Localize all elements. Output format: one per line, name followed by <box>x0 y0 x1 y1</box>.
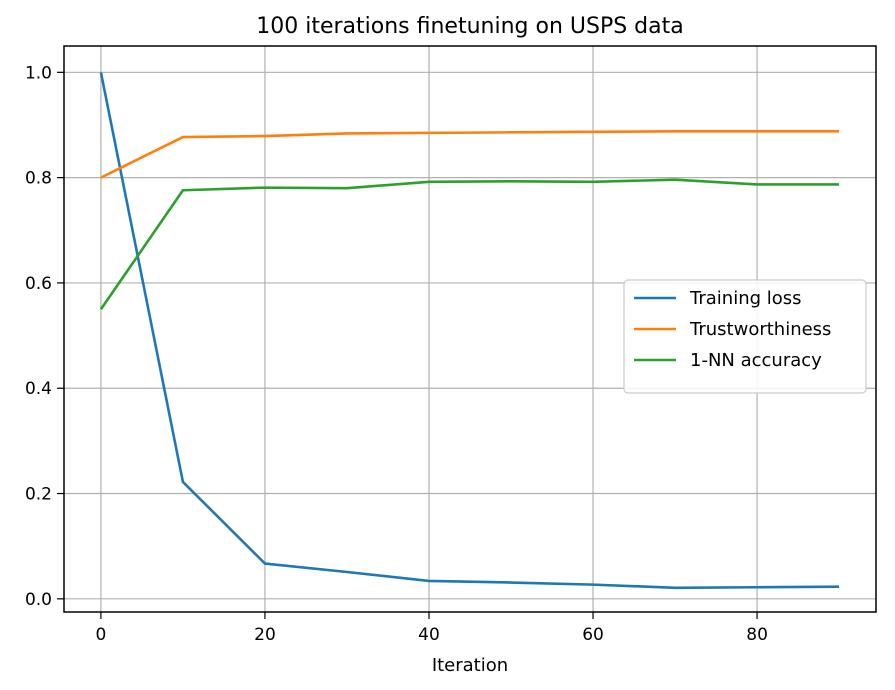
y-tick-label: 0.6 <box>25 274 52 294</box>
y-tick-label: 0.0 <box>25 590 52 610</box>
legend-entry-label: 1-NN accuracy <box>690 350 822 371</box>
x-tick-label: 20 <box>254 625 276 645</box>
series-line-1-nn-accuracy <box>99 178 840 310</box>
x-tick-label: 0 <box>95 625 106 645</box>
legend-box <box>623 279 867 394</box>
y-tick-label: 0.4 <box>25 379 52 399</box>
x-tick-label: 60 <box>582 625 604 645</box>
y-tick-label: 1.0 <box>25 63 52 83</box>
legend: Training loss Trustworthiness 1-NN accurac… <box>623 279 867 394</box>
legend-entry-label: Training loss <box>689 288 802 309</box>
y-tick-label: 0.2 <box>25 485 52 505</box>
x-tick-label: 80 <box>746 625 768 645</box>
x-axis-label: Iteration <box>432 655 508 676</box>
plot-frame <box>63 45 877 613</box>
series-line-trustworthiness <box>100 129 840 179</box>
chart-title: 100 iterations finetuning on USPS data <box>256 14 684 39</box>
legend-entry-label: Trustworthiness <box>689 319 831 340</box>
x-tick-label: 40 <box>418 625 440 645</box>
series-line-training-loss <box>99 72 840 590</box>
axis-ticks: 0 20 40 60 80 0.0 0.2 0.4 0.6 0.8 1.0 <box>25 63 768 645</box>
y-tick-label: 0.8 <box>25 169 52 189</box>
series-lines <box>99 72 840 590</box>
